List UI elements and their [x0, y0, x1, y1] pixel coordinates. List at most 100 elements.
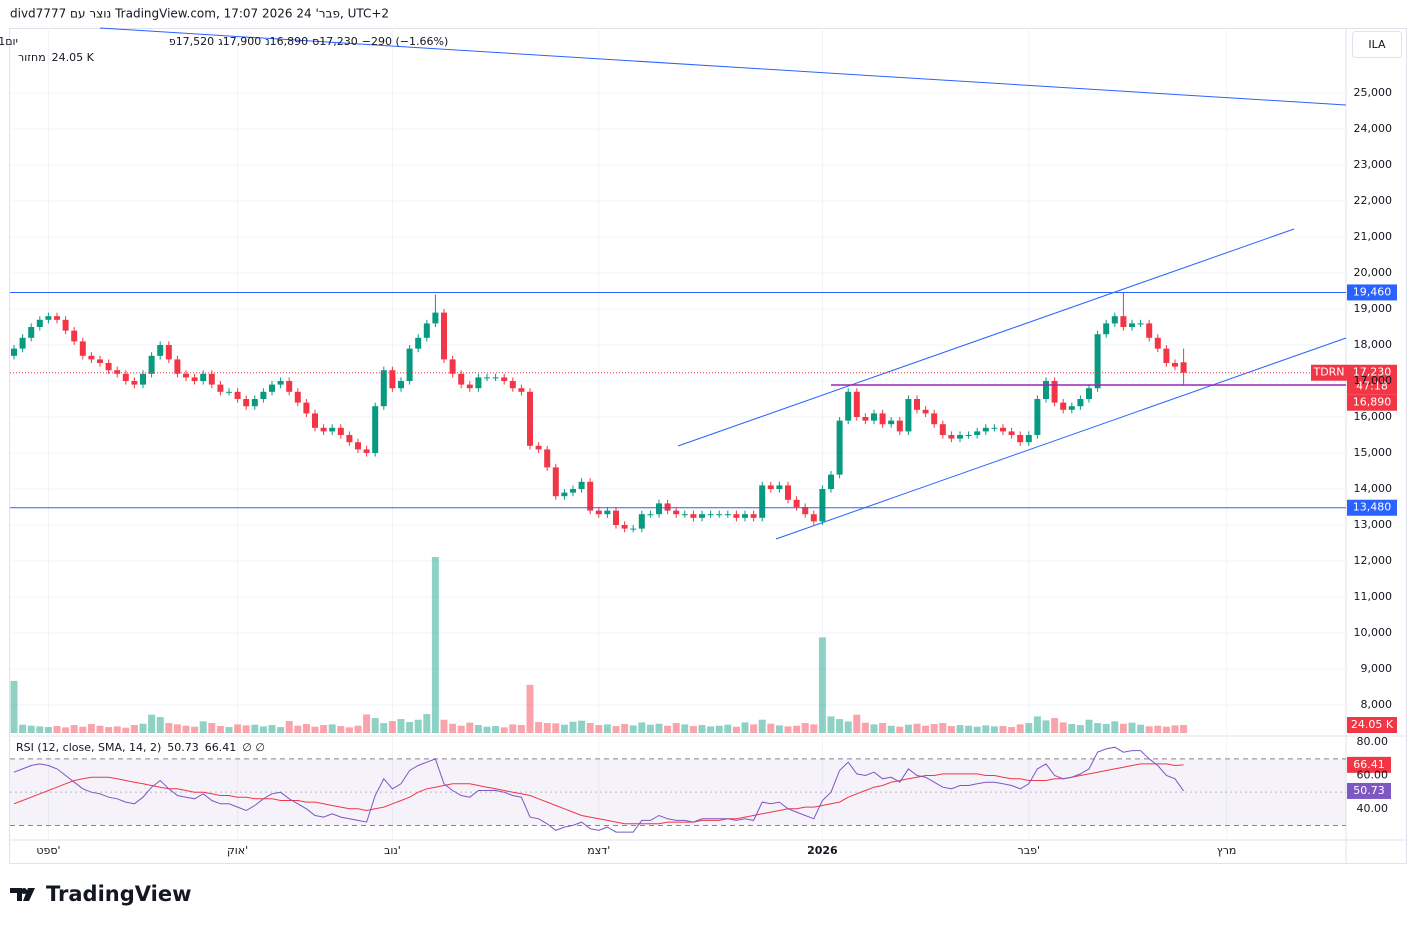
- candle-body: [767, 485, 774, 490]
- volume-bar: [775, 725, 783, 733]
- candle-body: [957, 435, 963, 439]
- volume-bar: [1059, 722, 1067, 733]
- candle-body: [501, 377, 508, 382]
- volume-bar: [500, 727, 508, 733]
- volume-bar: [1137, 724, 1145, 733]
- candle-body: [105, 363, 112, 371]
- candle-body: [389, 370, 396, 389]
- volume-bar: [492, 726, 500, 733]
- volume-bar: [689, 726, 697, 733]
- volume-bar: [320, 725, 328, 733]
- rsi-label-box: [1347, 782, 1391, 799]
- candle-body: [1094, 334, 1101, 389]
- volume-bar: [526, 684, 534, 733]
- candle-body: [140, 373, 146, 385]
- volume-bar: [750, 724, 758, 733]
- legend-field-value: 17,900: [223, 35, 262, 48]
- candle-body: [208, 373, 215, 385]
- volume-bar: [913, 723, 921, 733]
- volume-bar: [560, 724, 568, 733]
- currency-box[interactable]: [1352, 31, 1402, 58]
- candle-body: [372, 406, 379, 454]
- candle-body: [656, 503, 662, 515]
- candle-body: [148, 355, 155, 374]
- volume-bar: [827, 716, 835, 733]
- candle-body: [1137, 323, 1144, 325]
- candle-body: [647, 514, 654, 516]
- candle-body: [1060, 402, 1067, 410]
- price-label-box: [1347, 394, 1397, 411]
- volume-bar: [311, 726, 319, 733]
- y-tick-label: 10,000: [1354, 626, 1393, 639]
- volume-bar: [148, 714, 156, 733]
- candle-body: [630, 528, 637, 530]
- legend-field-label: ס: [312, 35, 319, 48]
- candle-body: [260, 391, 267, 400]
- candle-body: [862, 417, 869, 421]
- candle-body: [286, 381, 293, 392]
- candle-body: [406, 348, 413, 382]
- volume-bar: [1068, 724, 1076, 733]
- volume-bar: [191, 726, 199, 733]
- volume-bar: [397, 719, 405, 733]
- candle-body: [527, 391, 533, 446]
- price-label-box: [1347, 364, 1397, 395]
- candle-body: [974, 431, 981, 436]
- candle-body: [621, 525, 628, 529]
- candle-body: [828, 474, 834, 490]
- volume-bar: [345, 727, 353, 733]
- x-tick-label: מרץ: [1217, 844, 1237, 857]
- candle-body: [466, 384, 473, 389]
- price-label-box: [1347, 499, 1397, 516]
- volume-bar: [87, 724, 95, 733]
- candle-body: [217, 384, 224, 392]
- volume-bar: [19, 724, 27, 733]
- x-tick-label: פבר': [1018, 844, 1040, 857]
- candle-body: [561, 492, 568, 497]
- y-tick-label: 14,000: [1354, 482, 1393, 495]
- rsi-legend-value: 66.41: [205, 741, 237, 754]
- volume-bar: [509, 724, 517, 733]
- candle-body: [1068, 406, 1075, 410]
- rsi-line: [13, 746, 1185, 833]
- candle-body: [475, 377, 482, 389]
- volume-bar: [1119, 723, 1127, 733]
- volume-bar: [363, 714, 371, 733]
- volume-bar: [1051, 718, 1059, 733]
- volume-bar: [1033, 716, 1041, 733]
- volume-bar: [552, 723, 560, 733]
- candle-body: [79, 341, 86, 356]
- y-tick-label: 18,000: [1354, 338, 1393, 351]
- y-tick-label: 24,000: [1354, 122, 1393, 135]
- rsi-legend-value: 50.73: [167, 741, 199, 754]
- candle-body: [1043, 381, 1049, 400]
- trend-line: [775, 337, 1347, 540]
- logo-mark: [10, 888, 35, 901]
- volume-bar: [1180, 725, 1188, 733]
- candle-body: [991, 427, 998, 429]
- volume-bar: [896, 726, 904, 733]
- candle-body: [54, 316, 60, 320]
- volume-bar: [1042, 720, 1050, 733]
- currency[interactable]: ILA: [1368, 38, 1386, 51]
- candle-body: [905, 399, 912, 432]
- candle-body: [320, 427, 327, 432]
- frame: [9, 28, 1407, 864]
- candle-body: [277, 381, 284, 385]
- volume-bar: [1008, 727, 1016, 733]
- candle-body: [836, 420, 843, 475]
- volume-legend-name: מחזור: [18, 51, 46, 64]
- candle-body: [871, 413, 877, 421]
- price-label: 19,460: [1353, 285, 1392, 298]
- volume-label: 24.05 K: [1351, 718, 1394, 731]
- volume-bar: [586, 723, 594, 733]
- rsi-label: 50.73: [1353, 784, 1385, 797]
- candle-body: [759, 485, 766, 518]
- candle-body: [776, 485, 783, 490]
- candle-body: [845, 391, 852, 421]
- volume-bar: [328, 724, 336, 733]
- y-tick-label: 23,000: [1354, 158, 1393, 171]
- volume-bar: [930, 724, 938, 733]
- header: divd7777 נוצר עם TradingView.com, 17:07 …: [10, 7, 389, 21]
